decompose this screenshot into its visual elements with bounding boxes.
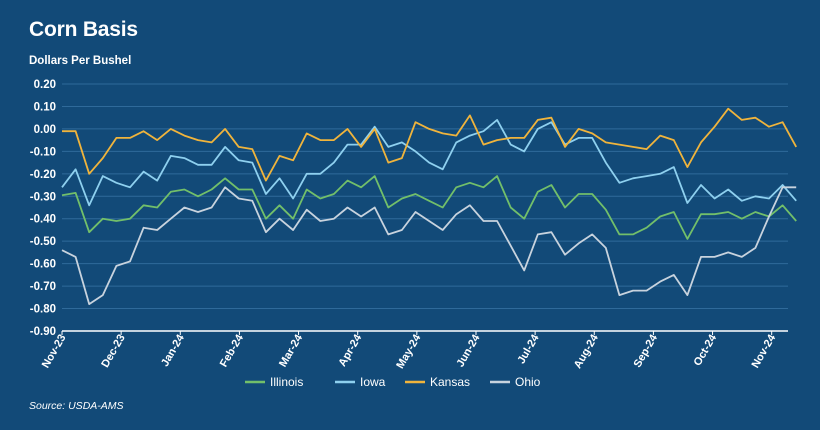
y-tick-label: -0.40: [30, 214, 56, 226]
legend-label: Iowa: [360, 375, 386, 389]
x-tick-label: May-24: [394, 332, 423, 371]
series-lines: [61, 107, 797, 306]
x-tick-label: Apr-24: [336, 332, 364, 369]
y-tick-label: 0.20: [34, 79, 56, 91]
gridlines: [62, 83, 788, 310]
y-tick-label: -0.80: [30, 304, 56, 316]
y-tick-label: -0.30: [30, 191, 56, 203]
x-axis-ticks: Nov-23 Dec-23 Jan-24 Feb-24 Mar-24 Apr-24 May-…: [40, 331, 779, 371]
legend-item-iowa: Iowa: [335, 375, 386, 389]
legend: Illinois Iowa Kansas Ohio: [245, 375, 541, 389]
y-tick-label: 0.00: [34, 124, 56, 136]
x-tick-label: Nov-24: [750, 332, 779, 371]
y-axis-ticks: 0.20 0.10 0.00 -0.10 -0.20 -0.30 -0.40 -0.50 -0.…: [30, 79, 56, 338]
legend-item-ohio: Ohio: [490, 375, 541, 389]
x-tick-label: Dec-23: [99, 333, 127, 370]
x-tick-label: Feb-24: [218, 332, 247, 369]
legend-label: Illinois: [270, 375, 303, 389]
x-tick-label: Oct-24: [692, 332, 720, 368]
y-tick-label: 0.10: [34, 101, 56, 113]
y-tick-label: -0.50: [30, 236, 56, 248]
x-tick-label: Aug-24: [572, 332, 601, 371]
series-line-kansas: [62, 107, 797, 182]
y-tick-label: -0.90: [30, 326, 56, 338]
series-line-iowa: [61, 119, 797, 207]
legend-label: Ohio: [515, 375, 541, 389]
chart-title: Corn Basis: [29, 18, 138, 41]
legend-label: Kansas: [430, 375, 470, 389]
y-tick-label: -0.10: [30, 146, 56, 158]
x-tick-label: Jun-24: [454, 332, 483, 369]
source-note: Source: USDA-AMS: [29, 400, 124, 412]
series-line-illinois: [61, 175, 797, 240]
x-tick-label: Sep-24: [632, 332, 661, 370]
y-tick-label: -0.70: [30, 281, 56, 293]
y-tick-label: -0.60: [30, 259, 56, 271]
legend-item-kansas: Kansas: [405, 375, 470, 389]
x-tick-label: Mar-24: [277, 332, 306, 369]
x-tick-label: Jan-24: [159, 332, 187, 369]
x-tick-label: Nov-23: [40, 333, 69, 371]
legend-item-illinois: Illinois: [245, 375, 303, 389]
y-axis-label: Dollars Per Bushel: [29, 55, 132, 67]
y-tick-label: -0.20: [30, 169, 56, 181]
series-line-ohio: [61, 186, 797, 306]
x-tick-label: Jul-24: [515, 332, 542, 366]
